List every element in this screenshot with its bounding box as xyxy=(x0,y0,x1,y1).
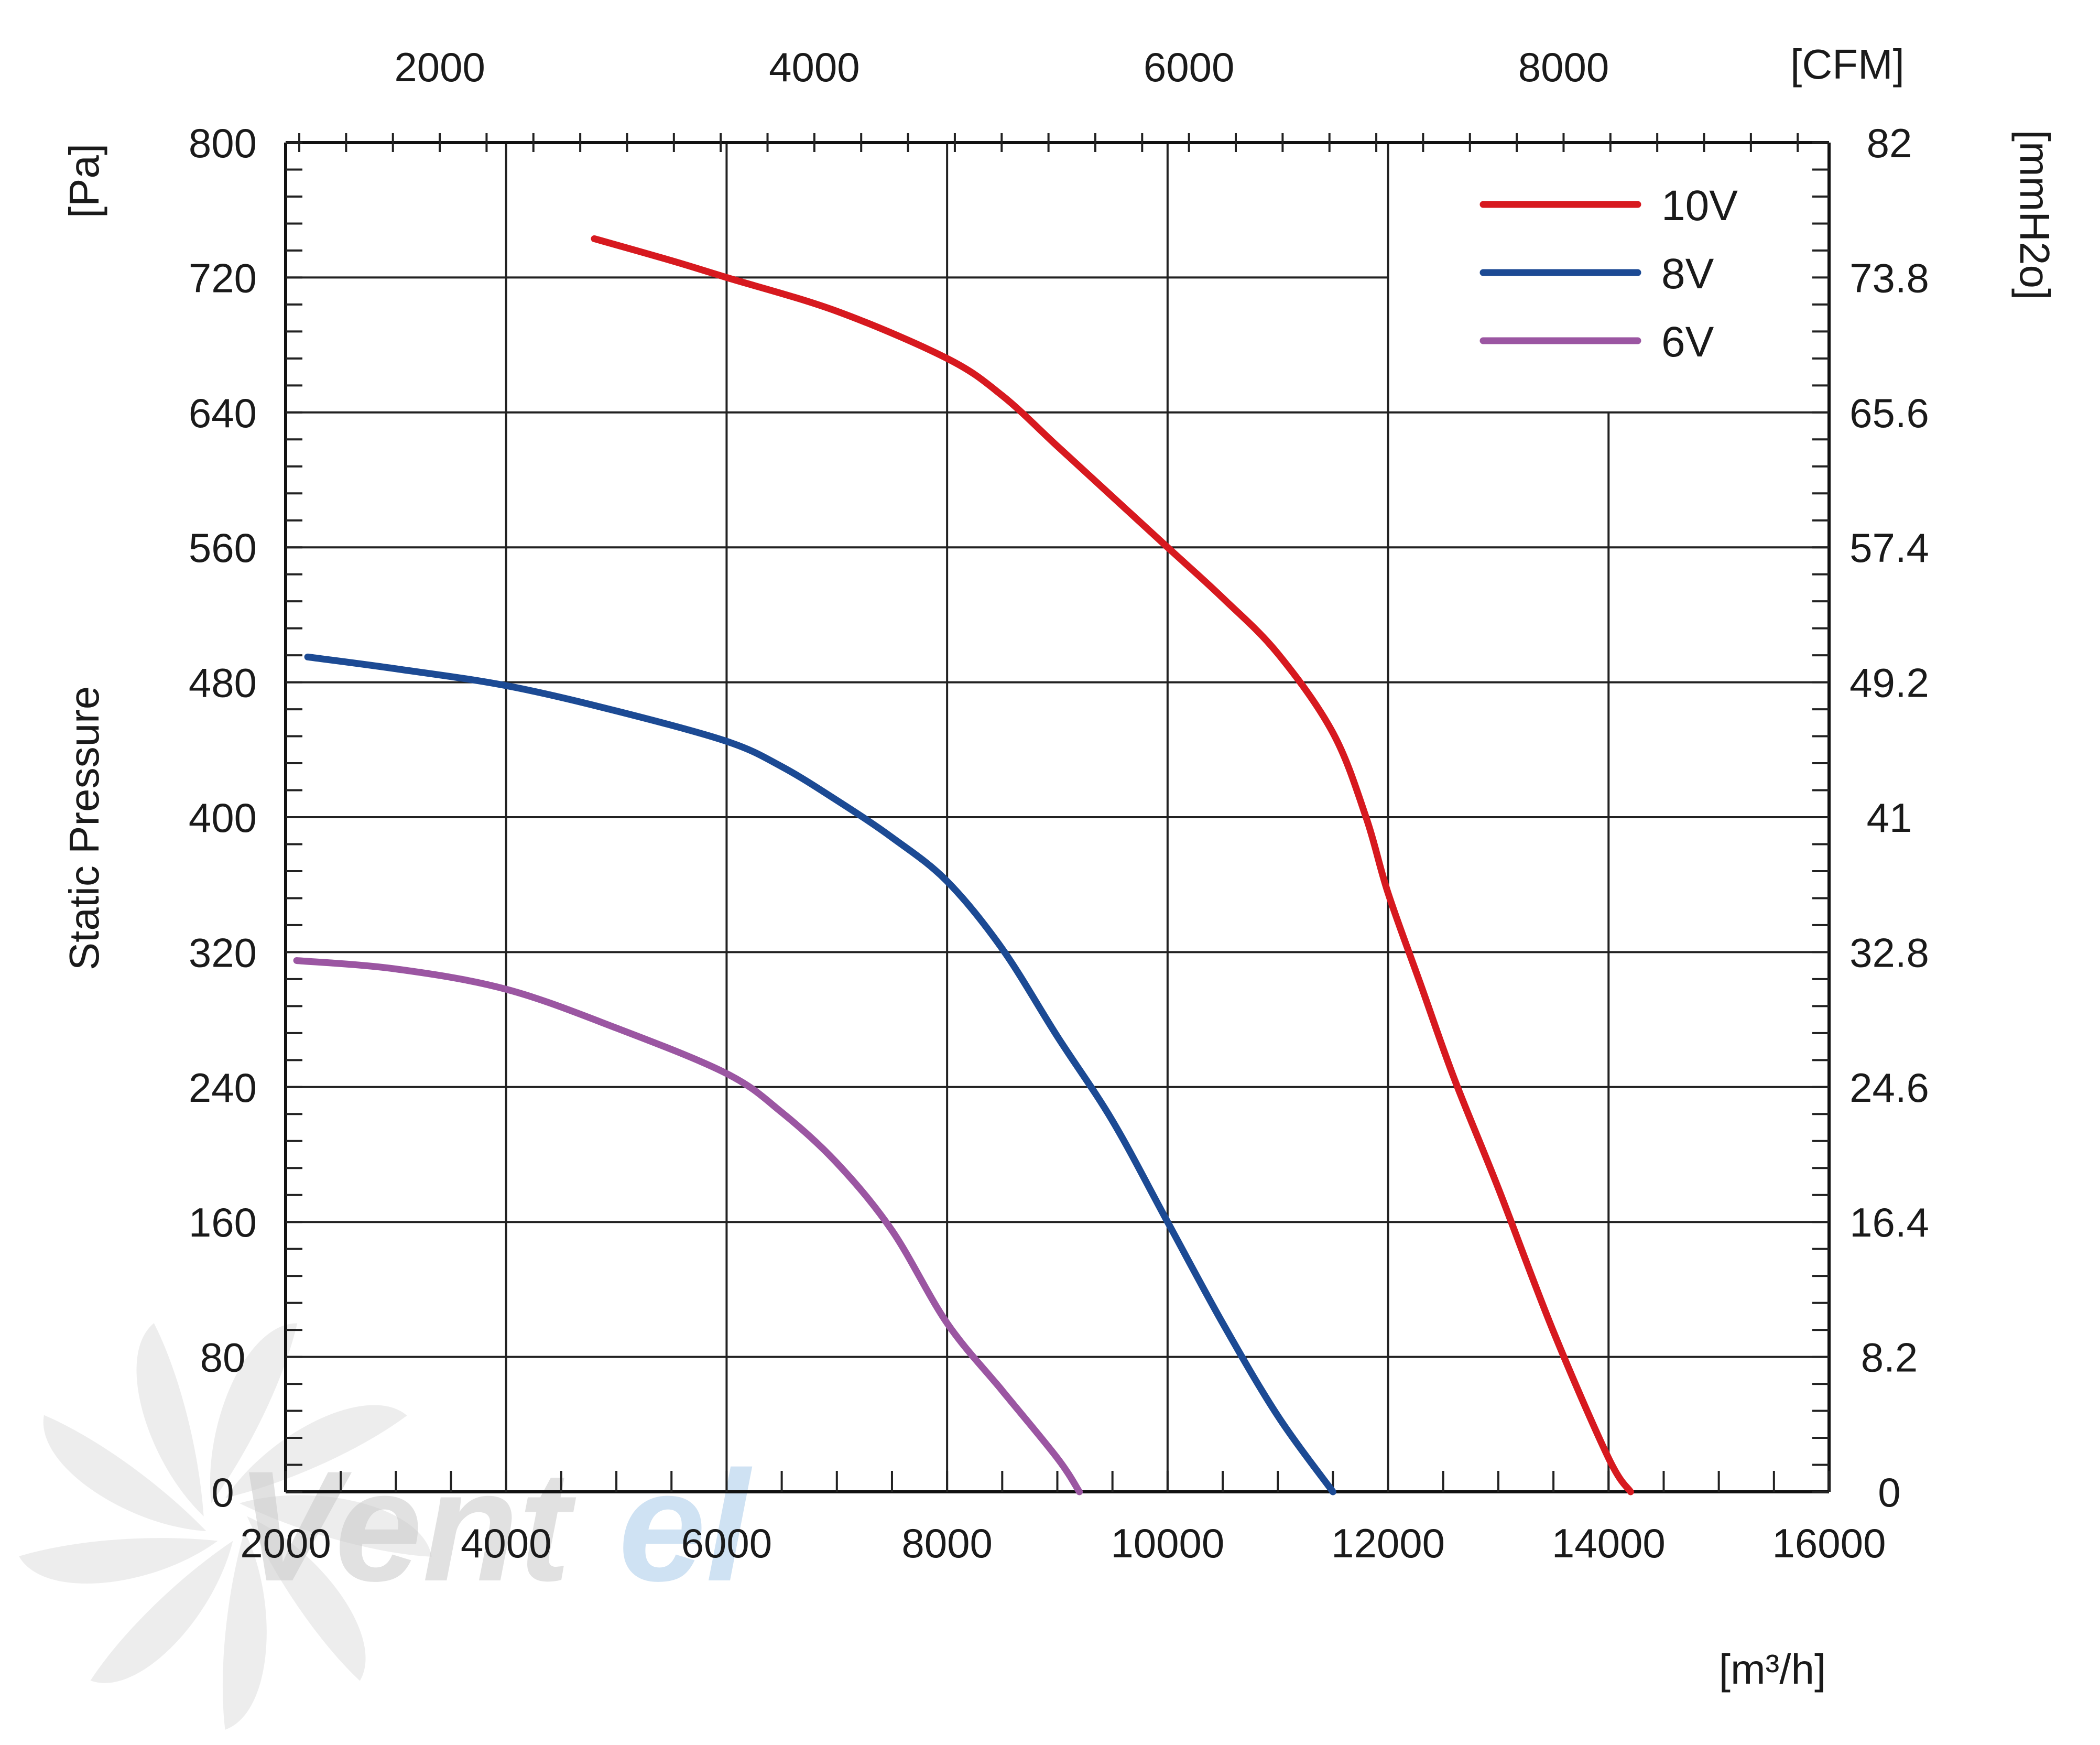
x-tick-label-4000: 4000 xyxy=(461,1520,552,1566)
x-tick-label-2000: 2000 xyxy=(240,1520,331,1566)
watermark: Vent el xyxy=(19,1323,753,1730)
y-tick-label-400: 400 xyxy=(189,795,257,841)
legend-label-8v: 8V xyxy=(1661,250,1714,298)
x-axis-unit: [m³/h] xyxy=(1719,1646,1826,1693)
legend-label-10v: 10V xyxy=(1661,182,1738,230)
x-tick-label-8000: 8000 xyxy=(901,1520,993,1566)
legend-entry-8v: 8V xyxy=(1479,250,1714,298)
series-lines xyxy=(293,235,1634,1495)
right-tick-label-2: 16.4 xyxy=(1849,1199,1929,1245)
right-axis-unit: [mmH2o] xyxy=(2011,130,2058,300)
tick-labels: 2000 4000 6000 8000 10000 12000 14000 160000801… xyxy=(189,44,1929,1566)
right-tick-label-10: 82 xyxy=(1867,120,1912,166)
y-tick-label-160: 160 xyxy=(189,1199,257,1245)
y-axis-title: Static Pressure xyxy=(61,686,107,970)
legend-label-6v: 6V xyxy=(1661,318,1714,366)
axis-ticks xyxy=(285,133,1830,1493)
x-tick-label-12000: 12000 xyxy=(1331,1520,1445,1566)
right-tick-label-5: 41 xyxy=(1867,795,1912,841)
y-tick-label-480: 480 xyxy=(189,660,257,706)
y-tick-label-560: 560 xyxy=(189,525,257,571)
y-tick-label-640: 640 xyxy=(189,390,257,436)
fan-blade-3 xyxy=(222,1531,267,1730)
series-line-10v xyxy=(591,235,1634,1495)
fan-blade-logo xyxy=(19,1323,432,1730)
x-tick-label-6000: 6000 xyxy=(681,1520,772,1566)
right-tick-label-6: 49.2 xyxy=(1849,660,1929,706)
y-axis-unit: [Pa] xyxy=(61,144,107,218)
x-tick-label-14000: 14000 xyxy=(1552,1520,1666,1566)
x-tick-label-10000: 10000 xyxy=(1111,1520,1224,1566)
top-tick-label-4000: 4000 xyxy=(769,44,860,90)
watermark-text-a: Vent xyxy=(236,1438,578,1614)
watermark-text-b: el xyxy=(618,1438,753,1614)
fan-blade-7 xyxy=(136,1323,204,1516)
right-tick-label-7: 57.4 xyxy=(1849,525,1929,571)
top-tick-label-2000: 2000 xyxy=(394,44,485,90)
y-tick-label-720: 720 xyxy=(189,255,257,301)
top-axis-unit: [CFM] xyxy=(1790,41,1905,88)
right-tick-label-3: 24.6 xyxy=(1849,1065,1929,1111)
right-tick-label-1: 8.2 xyxy=(1861,1335,1918,1381)
fan-blade-5 xyxy=(19,1538,218,1584)
top-tick-label-8000: 8000 xyxy=(1518,44,1609,90)
fan-blade-0 xyxy=(225,1405,407,1498)
series-line-8v xyxy=(304,653,1336,1495)
top-tick-label-6000: 6000 xyxy=(1144,44,1235,90)
legend: 10V 8V 6V xyxy=(1479,182,1738,366)
x-tick-label-16000: 16000 xyxy=(1772,1520,1886,1566)
right-tick-label-4: 32.8 xyxy=(1849,929,1929,976)
grid xyxy=(284,141,1831,1493)
fan-blade-4 xyxy=(90,1541,233,1683)
y-tick-label-320: 320 xyxy=(189,929,257,976)
y-tick-label-0: 0 xyxy=(211,1469,234,1515)
right-tick-label-8: 65.6 xyxy=(1849,390,1929,436)
y-tick-label-80: 80 xyxy=(200,1335,246,1381)
legend-entry-6v: 6V xyxy=(1479,318,1714,366)
series-line-6v xyxy=(293,957,1083,1495)
y-tick-label-800: 800 xyxy=(189,120,257,166)
fan-blade-6 xyxy=(43,1415,206,1531)
fan-blade-1 xyxy=(239,1495,432,1557)
fan-blade-8 xyxy=(210,1323,298,1503)
y-tick-label-240: 240 xyxy=(189,1065,257,1111)
legend-entry-10v: 10V xyxy=(1479,182,1738,230)
right-tick-label-0: 0 xyxy=(1878,1469,1900,1515)
right-tick-label-9: 73.8 xyxy=(1849,255,1929,301)
fan-blade-2 xyxy=(247,1516,366,1681)
